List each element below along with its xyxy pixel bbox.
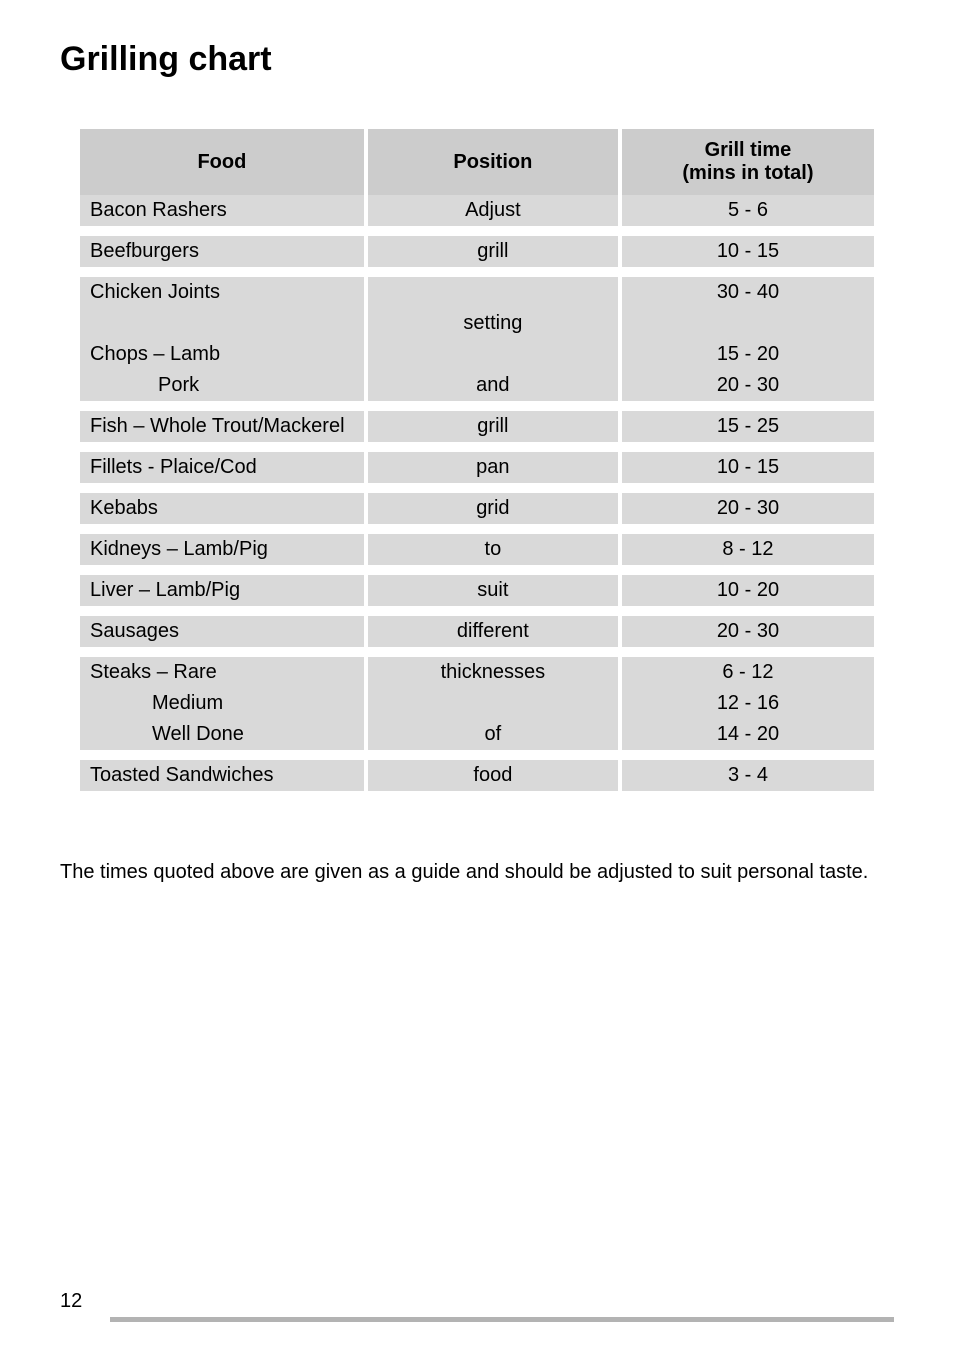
- footnote: The times quoted above are given as a gu…: [60, 861, 894, 884]
- cell-time: 5 - 6: [620, 195, 874, 226]
- cell-food: Medium: [80, 688, 366, 719]
- page-footer: 12: [60, 1290, 894, 1322]
- cell-time: 6 - 12: [620, 657, 874, 688]
- spacer-row: [80, 750, 874, 760]
- col-header-food: Food: [80, 129, 366, 195]
- cell-time: 3 - 4: [620, 760, 874, 791]
- cell-food: Chicken Joints: [80, 277, 366, 308]
- spacer-row: [80, 647, 874, 657]
- table-row: Fillets - Plaice/Codpan10 - 15: [80, 452, 874, 483]
- footer-rule: [110, 1317, 894, 1322]
- cell-food: Bacon Rashers: [80, 195, 366, 226]
- table-row: Steaks – Rarethicknesses6 - 12: [80, 657, 874, 688]
- cell-time: 20 - 30: [620, 616, 874, 647]
- table-row: Kidneys – Lamb/Pigto8 - 12: [80, 534, 874, 565]
- cell-time: [620, 308, 874, 339]
- table-row: Fish – Whole Trout/Mackerelgrill15 - 25: [80, 411, 874, 442]
- table-row: Kebabsgrid20 - 30: [80, 493, 874, 524]
- table-row: Sausagesdifferent20 - 30: [80, 616, 874, 647]
- cell-food: Fillets - Plaice/Cod: [80, 452, 366, 483]
- cell-food: Toasted Sandwiches: [80, 760, 366, 791]
- cell-position: different: [366, 616, 620, 647]
- cell-food: Fish – Whole Trout/Mackerel: [80, 411, 366, 442]
- spacer-row: [80, 524, 874, 534]
- cell-time: 15 - 25: [620, 411, 874, 442]
- table-row: Porkand20 - 30: [80, 370, 874, 401]
- cell-time: 10 - 15: [620, 236, 874, 267]
- cell-food: Sausages: [80, 616, 366, 647]
- spacer-row: [80, 483, 874, 493]
- cell-position: grid: [366, 493, 620, 524]
- cell-time: 12 - 16: [620, 688, 874, 719]
- col-header-position: Position: [366, 129, 620, 195]
- cell-food: Kebabs: [80, 493, 366, 524]
- cell-position: pan: [366, 452, 620, 483]
- cell-time: 20 - 30: [620, 370, 874, 401]
- cell-position: food: [366, 760, 620, 791]
- cell-position: of: [366, 719, 620, 750]
- cell-food: Kidneys – Lamb/Pig: [80, 534, 366, 565]
- table-row: Chops – Lamb 15 - 20: [80, 339, 874, 370]
- table-row: Chicken Joints 30 - 40: [80, 277, 874, 308]
- cell-time: 30 - 40: [620, 277, 874, 308]
- cell-food: [80, 308, 366, 339]
- spacer-row: [80, 442, 874, 452]
- cell-position: grill: [366, 411, 620, 442]
- cell-position: thicknesses: [366, 657, 620, 688]
- cell-time: 14 - 20: [620, 719, 874, 750]
- table-row: Medium 12 - 16: [80, 688, 874, 719]
- spacer-row: [80, 565, 874, 575]
- cell-time: 10 - 20: [620, 575, 874, 606]
- cell-position: [366, 688, 620, 719]
- cell-food: Liver – Lamb/Pig: [80, 575, 366, 606]
- spacer-row: [80, 226, 874, 236]
- cell-food: Steaks – Rare: [80, 657, 366, 688]
- cell-time: 15 - 20: [620, 339, 874, 370]
- cell-time: 8 - 12: [620, 534, 874, 565]
- col-header-time-l1: Grill time: [705, 139, 792, 161]
- table-row: Well Doneof14 - 20: [80, 719, 874, 750]
- page-number: 12: [60, 1290, 894, 1313]
- table-row: Liver – Lamb/Pigsuit10 - 20: [80, 575, 874, 606]
- page-title: Grilling chart: [60, 40, 894, 79]
- cell-position: suit: [366, 575, 620, 606]
- grilling-table: Food Position Grill time(mins in total) …: [80, 129, 874, 791]
- cell-position: and: [366, 370, 620, 401]
- cell-food: Chops – Lamb: [80, 339, 366, 370]
- col-header-time: Grill time(mins in total): [620, 129, 874, 195]
- cell-time: 10 - 15: [620, 452, 874, 483]
- cell-food: Pork: [80, 370, 366, 401]
- cell-food: Well Done: [80, 719, 366, 750]
- spacer-row: [80, 267, 874, 277]
- table-row: Beefburgersgrill10 - 15: [80, 236, 874, 267]
- cell-time: 20 - 30: [620, 493, 874, 524]
- spacer-row: [80, 606, 874, 616]
- cell-position: grill: [366, 236, 620, 267]
- table-row: Toasted Sandwichesfood3 - 4: [80, 760, 874, 791]
- col-header-time-l2: (mins in total): [682, 162, 813, 184]
- cell-position: [366, 277, 620, 308]
- cell-position: to: [366, 534, 620, 565]
- spacer-row: [80, 401, 874, 411]
- table-row: Bacon RashersAdjust5 - 6: [80, 195, 874, 226]
- cell-position: [366, 339, 620, 370]
- cell-position: setting: [366, 308, 620, 339]
- table-row: setting: [80, 308, 874, 339]
- cell-position: Adjust: [366, 195, 620, 226]
- cell-food: Beefburgers: [80, 236, 366, 267]
